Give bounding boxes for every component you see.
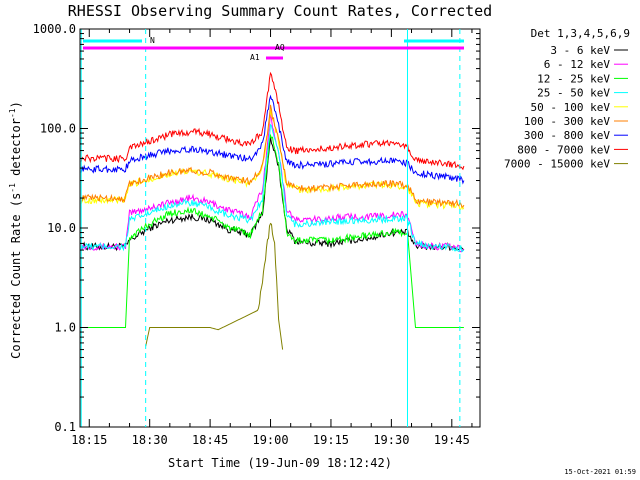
series-line — [80, 71, 465, 171]
x-tick-label: 18:30 — [132, 433, 168, 447]
series-line — [80, 123, 465, 253]
annotation-layer: N AQ A1 — [80, 29, 464, 427]
plot-area: N AQ A1 — [79, 28, 481, 428]
x-axis-label: Start Time (19-Jun-09 18:12:42) — [168, 456, 392, 470]
y-axis-label: Corrected Count Rate (s-1 detector-1) — [8, 101, 23, 359]
x-tick-label: 19:45 — [434, 433, 470, 447]
y-axis-label-sup2: -1 — [8, 108, 17, 118]
y-tick-label: 0.1 — [54, 420, 76, 434]
y-tick-label: 10.0 — [47, 221, 76, 235]
legend-label: 300 - 800 keV — [524, 129, 610, 142]
x-axis: 18:15 18:30 18:45 19:00 19:15 19:30 19:45 — [71, 29, 473, 447]
x-tick-label: 19:30 — [373, 433, 409, 447]
legend-header: Det 1,3,4,5,6,9 — [531, 27, 630, 40]
y-axis-label-sup1: -1 — [8, 183, 17, 193]
y-axis: 0.1 1.0 10.0 100.0 1000.0 — [33, 22, 480, 434]
y-tick-label: 1000.0 — [33, 22, 76, 36]
segment-label-aq: AQ — [275, 43, 285, 52]
legend-label: 6 - 12 keV — [544, 58, 611, 71]
series-line — [81, 133, 464, 328]
y-axis-label-mid: detector — [9, 118, 23, 183]
chart-title: RHESSI Observing Summary Count Rates, Co… — [68, 2, 492, 20]
timestamp: 15-Oct-2021 01:59 — [564, 468, 636, 476]
segment-label-a1: A1 — [250, 53, 260, 62]
legend-label: 25 - 50 keV — [537, 87, 610, 100]
x-tick-label: 18:15 — [71, 433, 107, 447]
series-line — [80, 104, 465, 209]
legend-label: 50 - 100 keV — [531, 101, 611, 114]
series-layer — [80, 71, 465, 350]
series-line — [80, 94, 465, 185]
legend-label: 12 - 25 keV — [537, 72, 610, 85]
legend-label: 100 - 300 keV — [524, 115, 610, 128]
plot-frame — [79, 28, 481, 428]
y-tick-label: 100.0 — [40, 122, 76, 136]
x-tick-label: 19:00 — [252, 433, 288, 447]
y-tick-label: 1.0 — [54, 321, 76, 335]
x-tick-label: 18:45 — [192, 433, 228, 447]
series-line — [81, 114, 465, 253]
segment-label-n: N — [150, 36, 155, 45]
legend-label: 800 - 7000 keV — [517, 143, 610, 156]
x-tick-label: 19:15 — [313, 433, 349, 447]
legend-label: 3 - 6 keV — [550, 44, 610, 57]
y-axis-label-main: Corrected Count Rate (s — [9, 193, 23, 359]
series-line — [145, 222, 284, 350]
y-axis-label-end: ) — [9, 101, 23, 108]
legend-label: 7000 - 15000 keV — [504, 158, 610, 171]
